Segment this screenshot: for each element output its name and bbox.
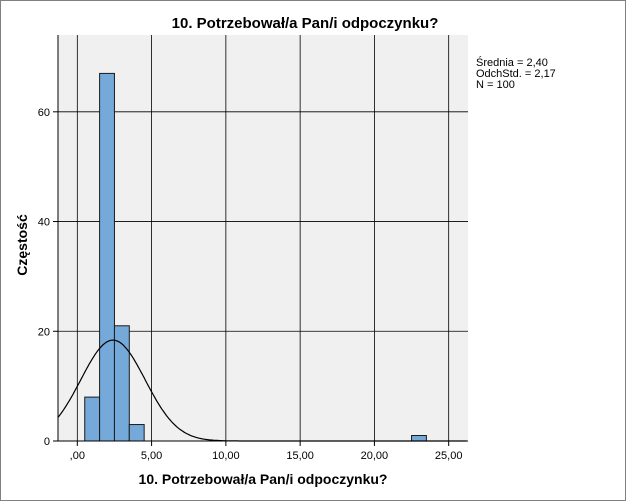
histogram-bar-0 bbox=[84, 396, 101, 442]
histogram-bar-4 bbox=[411, 435, 427, 442]
x-tick-label-0: ,00 bbox=[70, 450, 85, 462]
y-axis-title: Częstość bbox=[14, 214, 30, 276]
y-tick-label-1: 20 bbox=[38, 326, 50, 338]
histogram-bar-2 bbox=[113, 325, 130, 442]
x-tick-label-3: 15,00 bbox=[286, 450, 314, 462]
histogram-bar-1 bbox=[99, 72, 115, 442]
x-tick-label-1: 5,00 bbox=[141, 450, 162, 462]
histogram-bar-3 bbox=[128, 424, 145, 442]
chart-title: 10. Potrzebował/a Pan/i odpoczynku? bbox=[172, 15, 439, 32]
x-axis-title: 10. Potrzebował/a Pan/i odpoczynku? bbox=[139, 471, 388, 487]
stats-n: N = 100 bbox=[476, 79, 515, 91]
y-tick-label-2: 40 bbox=[38, 217, 50, 229]
x-tick-label-4: 20,00 bbox=[361, 450, 389, 462]
y-tick-label-0: 0 bbox=[44, 436, 50, 448]
stats-mean: Średnia = 2,40 bbox=[476, 56, 548, 69]
stats-stddev: OdchStd. = 2,17 bbox=[476, 68, 556, 80]
x-tick-label-2: 10,00 bbox=[212, 450, 240, 462]
y-tick-label-3: 60 bbox=[38, 107, 50, 119]
x-tick-label-5: 25,00 bbox=[435, 450, 463, 462]
